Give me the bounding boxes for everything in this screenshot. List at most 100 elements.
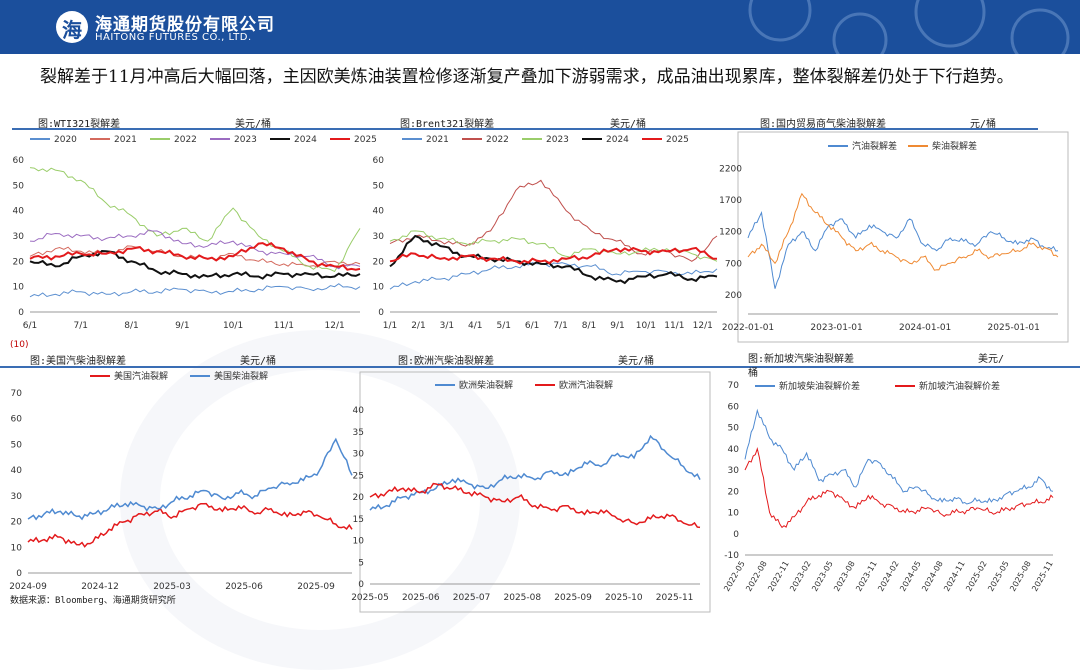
x-tick-label: 7/1 xyxy=(553,321,567,331)
y-tick-label: 50 xyxy=(373,181,385,191)
y-tick-label: 700 xyxy=(725,259,742,269)
y-tick-label: 40 xyxy=(13,207,25,217)
legend-label: 2024 xyxy=(294,135,317,145)
x-tick-label: 2023-01-01 xyxy=(810,323,862,333)
y-tick-label: 0 xyxy=(358,580,364,590)
series-line-欧洲柴油裂解 xyxy=(369,434,701,511)
chart-frame xyxy=(359,371,711,613)
y-tick-label: 20 xyxy=(728,487,740,497)
series-line-欧洲汽油裂解 xyxy=(369,482,701,529)
chart-title-china: 图:国内贸易商气柴油裂解差 xyxy=(760,119,887,130)
series-line-2023 xyxy=(29,229,361,270)
y-tick-label: 60 xyxy=(373,156,385,166)
legend-label: 新加坡柴油裂解价差 xyxy=(779,380,860,392)
chart-china-crack: 200 700 1200 1700 2200 2022-01-01 2023-01-01 20… xyxy=(719,131,1069,343)
x-tick-label: 2024-08 xyxy=(920,560,945,593)
y-tick-label: 20 xyxy=(373,257,385,267)
x-tick-label: 2024-12 xyxy=(81,582,119,592)
series-line-2024 xyxy=(29,249,361,280)
chart-sg-crack: -100102030405060702022-052022-082022-112… xyxy=(722,380,1055,593)
x-tick-label: 8/1 xyxy=(582,321,596,331)
x-tick-label: 2022-01-01 xyxy=(722,323,774,333)
series-line-汽油裂解差 xyxy=(747,211,1059,289)
legend-label: 美国柴油裂解 xyxy=(214,370,268,382)
x-tick-label: 10/1 xyxy=(223,321,243,331)
x-tick-label: 2024-09 xyxy=(9,582,47,592)
y-tick-label: 40 xyxy=(353,406,365,416)
y-tick-label: 50 xyxy=(13,181,25,191)
y-tick-label: 30 xyxy=(11,492,23,502)
chart-unit-china: 元/桶 xyxy=(970,119,997,130)
y-tick-label: 20 xyxy=(353,493,365,503)
y-tick-label: 30 xyxy=(13,232,25,242)
y-tick-label: 30 xyxy=(373,232,385,242)
y-tick-label: 200 xyxy=(725,291,742,301)
x-tick-label: 11/1 xyxy=(664,321,684,331)
chart-wti321: 0 10 20 30 40 50 60 6/1 7/1 8/1 9/1 10/1 11/1 12/1 (10… xyxy=(10,135,377,350)
chart-title-brent321: 图:Brent321裂解差 xyxy=(400,119,495,130)
chart-unit-eu: 美元/桶 xyxy=(618,356,655,367)
x-tick-label: 2025-08 xyxy=(1008,560,1033,593)
y-tick-label: 35 xyxy=(353,428,364,438)
x-tick-label: 2025-05 xyxy=(351,593,389,603)
y-tick-label: 60 xyxy=(13,156,25,166)
x-tick-label: 2025-06 xyxy=(225,582,263,592)
y-tick-label: 40 xyxy=(728,445,740,455)
summary-text: 裂解差于11月冲高后大幅回落，主因欧美炼油装置检修逐渐复产叠加下游弱需求，成品油… xyxy=(40,67,1014,87)
legend-label: 2024 xyxy=(606,135,629,145)
y-tick-label: 5 xyxy=(358,558,364,568)
data-source-note: 数据来源：Bloomberg、海通期货研究所 xyxy=(10,596,176,606)
y-tick-label: 30 xyxy=(353,450,365,460)
y-tick-label: 10 xyxy=(11,543,23,553)
legend-label: 欧洲柴油裂解 xyxy=(459,379,513,391)
x-tick-label: 12/1 xyxy=(325,321,345,331)
x-tick-label: 12/1 xyxy=(693,321,713,331)
x-tick-label: 2025-11 xyxy=(656,593,694,603)
y-tick-label: 10 xyxy=(373,283,385,293)
bottom-row-rule xyxy=(0,366,1080,368)
y-tick-label: 1700 xyxy=(719,196,742,206)
series-line-2022 xyxy=(29,167,361,273)
series-line-2021 xyxy=(389,262,718,290)
x-tick-label: 8/1 xyxy=(124,321,138,331)
legend-label: 美国汽油裂解 xyxy=(114,370,168,382)
legend-label: 新加坡汽油裂解价差 xyxy=(919,380,1000,392)
y-tick-label: 70 xyxy=(11,389,23,399)
y-tick-label: 0 xyxy=(16,569,22,579)
x-tick-label: 10/1 xyxy=(636,321,656,331)
x-tick-label: 11/1 xyxy=(274,321,294,331)
chart-title-eu: 图:欧洲汽柴油裂解差 xyxy=(398,356,495,367)
chart-unit-sg: 美元/ xyxy=(978,354,1005,365)
chart-eu-crack: 0 5 10 15 20 25 30 35 40 2025-05 2025-06 2025-07 202… xyxy=(351,371,711,613)
x-tick-label: 2025-10 xyxy=(605,593,643,603)
y-tick-label: 10 xyxy=(13,283,25,293)
x-tick-label: 2025-07 xyxy=(453,593,491,603)
x-tick-label: 2023-05 xyxy=(810,560,835,593)
x-tick-label: 2022-08 xyxy=(744,560,769,593)
y-tick-label: 0 xyxy=(733,530,739,540)
x-tick-label: 2025-01-01 xyxy=(988,323,1040,333)
y-tick-label: 40 xyxy=(373,207,385,217)
x-tick-label: 2023-11 xyxy=(854,560,879,593)
chart-unit-sg-2: 桶 xyxy=(748,368,758,379)
y-tick-label: 50 xyxy=(11,440,23,450)
company-name-en: HAITONG FUTURES CO., LTD. xyxy=(95,32,252,43)
negative-axis-label: (10) xyxy=(10,340,28,350)
x-tick-label: 2025-06 xyxy=(402,593,440,603)
x-tick-label: 2024-01-01 xyxy=(899,323,951,333)
y-tick-label: 25 xyxy=(353,471,364,481)
x-tick-label: 2025-03 xyxy=(153,582,191,592)
legend-label: 2020 xyxy=(54,135,77,145)
y-tick-label: 20 xyxy=(13,257,25,267)
y-tick-label: 40 xyxy=(11,466,23,476)
legend-label: 欧洲汽油裂解 xyxy=(559,379,613,391)
legend-label: 2025 xyxy=(354,135,377,145)
chart-frame xyxy=(737,131,1069,343)
company-name-cn: 海通期货股份有限公司 xyxy=(95,15,275,35)
x-tick-label: 6/1 xyxy=(23,321,37,331)
decorative-pattern xyxy=(748,0,1070,54)
chart-title-wti321: 图:WTI321裂解差 xyxy=(38,119,121,130)
legend-label: 2023 xyxy=(546,135,569,145)
series-line-2021 xyxy=(29,245,361,268)
y-tick-label: 2200 xyxy=(719,164,742,174)
